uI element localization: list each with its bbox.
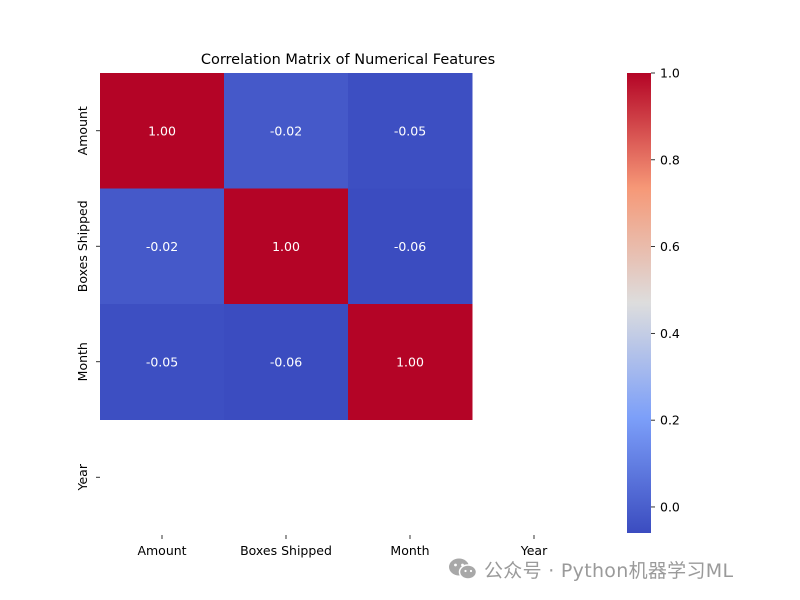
colorbar-tick-label: 0.0	[660, 499, 680, 514]
cell-value-label: -0.06	[270, 354, 302, 369]
wechat-icon	[449, 558, 478, 580]
y-tick-label: Amount	[75, 106, 90, 155]
heatmap-cell-amount-month	[348, 73, 473, 189]
colorbar-gradient	[627, 73, 651, 533]
cell-value-label: -0.05	[394, 123, 426, 138]
cell-value-label: -0.06	[394, 239, 426, 254]
colorbar-tick-label: 0.4	[660, 326, 680, 341]
colorbar: 0.0 0.2 0.4 0.6 0.8 1.0	[627, 66, 680, 533]
heatmap-cell-month-month	[348, 304, 473, 420]
watermark: 公众号 · Python机器学习ML	[448, 556, 733, 582]
cell-value-label: -0.02	[270, 123, 302, 138]
y-tick-label: Year	[75, 463, 90, 491]
x-tick-label: Boxes Shipped	[240, 543, 332, 558]
colorbar-tick-label: 0.2	[660, 413, 680, 428]
cell-value-label: -0.05	[146, 354, 178, 369]
heatmap-cells	[100, 73, 473, 420]
y-axis: Amount Boxes Shipped Month Year	[75, 106, 100, 491]
cell-value-label: -0.02	[146, 239, 178, 254]
colorbar-tick-label: 0.8	[660, 152, 680, 167]
colorbar-tick-label: 1.0	[660, 66, 680, 81]
heatmap-cell-boxes-shipped-boxes-shipped	[224, 188, 349, 305]
heatmap-cell-boxes-shipped-amount	[100, 188, 225, 305]
cell-value-label: 1.00	[272, 239, 300, 254]
heatmap-cell-boxes-shipped-month	[348, 188, 473, 305]
y-tick-label: Month	[75, 342, 90, 381]
chart-title: Correlation Matrix of Numerical Features	[201, 52, 495, 68]
x-tick-label: Year	[520, 543, 548, 558]
heatmap-cell-month-boxes-shipped	[224, 304, 349, 420]
cell-value-label: 1.00	[396, 354, 424, 369]
x-axis: Amount Boxes Shipped Month Year	[137, 535, 548, 558]
y-tick-label: Boxes Shipped	[75, 200, 90, 292]
x-tick-label: Month	[390, 543, 429, 558]
cell-value-label: 1.00	[148, 123, 176, 138]
x-tick-label: Amount	[137, 543, 186, 558]
heatmap-cell-amount-boxes-shipped	[224, 73, 349, 189]
heatmap-cell-month-amount	[100, 304, 225, 420]
heatmap-cell-amount-amount	[100, 73, 225, 189]
colorbar-tick-label: 0.6	[660, 239, 680, 254]
heatmap-cell-labels: 1.00 -0.02 -0.05 -0.02 1.00 -0.06 -0.05 -0.06 1.…	[146, 123, 426, 369]
watermark-text: 公众号 · Python机器学习ML	[484, 559, 734, 582]
